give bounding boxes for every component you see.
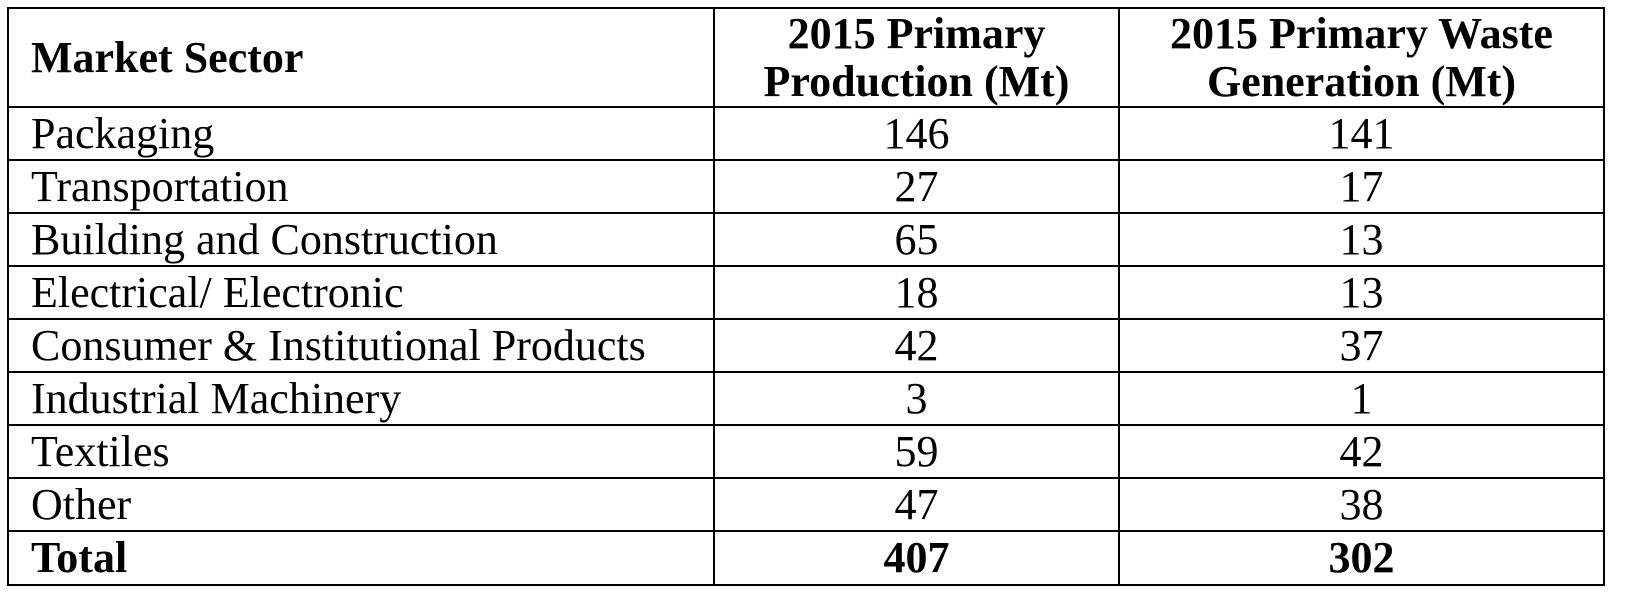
production-cell: 146 [713,106,1120,161]
sector-cell: Transportation [7,159,715,214]
header-row: Market Sector 2015 Primary Production (M… [7,7,1605,108]
waste-cell: 13 [1118,265,1605,320]
table-row: Other 47 38 [7,477,1605,532]
production-cell: 27 [713,159,1120,214]
waste-cell: 38 [1118,477,1605,532]
table-row: Transportation 27 17 [7,159,1605,214]
sector-cell: Consumer & Institutional Products [7,318,715,373]
production-cell: 65 [713,212,1120,267]
total-waste: 302 [1118,530,1605,586]
sector-cell: Industrial Machinery [7,371,715,426]
market-sector-table: Market Sector 2015 Primary Production (M… [7,7,1605,586]
waste-cell: 17 [1118,159,1605,214]
production-cell: 3 [713,371,1120,426]
table-row: Electrical/ Electronic 18 13 [7,265,1605,320]
production-cell: 42 [713,318,1120,373]
waste-cell: 1 [1118,371,1605,426]
sector-cell: Electrical/ Electronic [7,265,715,320]
total-label: Total [7,530,715,586]
header-primary-waste-line-1: 2015 Primary Waste [1170,9,1553,59]
header-primary-production-line-1: 2015 Primary [787,9,1046,59]
waste-cell: 42 [1118,424,1605,479]
production-cell: 59 [713,424,1120,479]
waste-cell: 13 [1118,212,1605,267]
table-row: Textiles 59 42 [7,424,1605,479]
table-row: Packaging 146 141 [7,106,1605,161]
table-row: Building and Construction 65 13 [7,212,1605,267]
sector-cell: Other [7,477,715,532]
production-cell: 18 [713,265,1120,320]
total-row: Total 407 302 [7,530,1605,586]
table-row: Consumer & Institutional Products 42 37 [7,318,1605,373]
header-market-sector: Market Sector [7,7,715,108]
waste-cell: 141 [1118,106,1605,161]
total-production: 407 [713,530,1120,586]
header-primary-waste-generation: 2015 Primary Waste Generation (Mt) [1118,7,1605,108]
table-row: Industrial Machinery 3 1 [7,371,1605,426]
header-primary-production-line-2: Production (Mt) [763,56,1070,106]
production-cell: 47 [713,477,1120,532]
waste-cell: 37 [1118,318,1605,373]
header-primary-production: 2015 Primary Production (Mt) [713,7,1120,108]
sector-cell: Textiles [7,424,715,479]
header-primary-waste-line-2: Generation (Mt) [1206,56,1517,106]
sector-cell: Packaging [7,106,715,161]
sector-cell: Building and Construction [7,212,715,267]
